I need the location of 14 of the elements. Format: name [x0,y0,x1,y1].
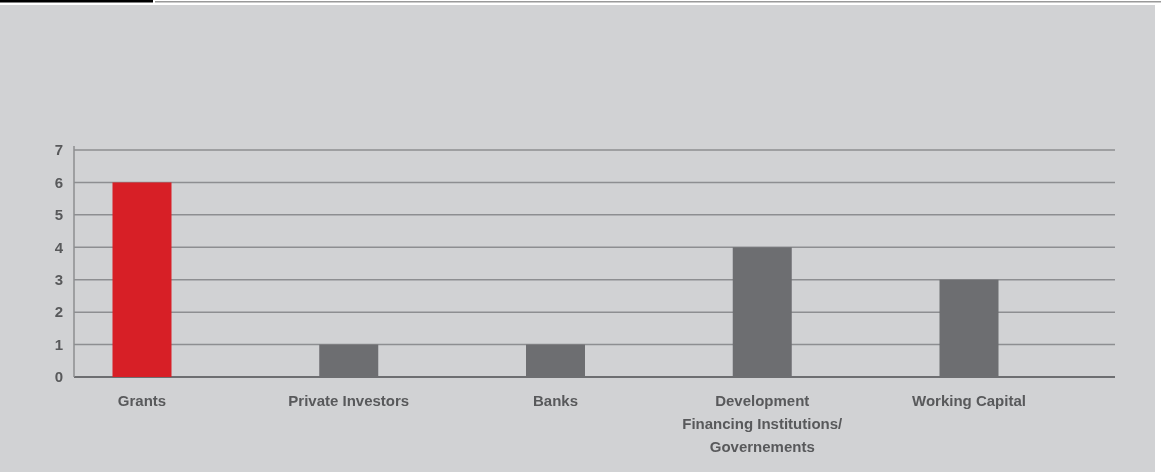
x-tick-label: Development Financing Institutions/ Governements [682,392,844,455]
y-tick-label: 5 [54,206,63,224]
x-tick-label: Private Investors [288,392,410,409]
bar [112,182,172,377]
y-tick-label: 7 [54,141,63,159]
y-tick-label: 3 [54,270,63,288]
y-tick-label: 1 [54,335,63,353]
y-tick-label: 6 [54,173,63,191]
x-tick-label: Grants [117,392,167,409]
x-tick-label: Banks [532,392,579,409]
y-tick-label: 0 [54,368,63,386]
y-tick-label: 2 [54,303,63,321]
y-tick-label: 4 [54,238,64,256]
x-tick-label: Working Capital [912,392,1026,409]
